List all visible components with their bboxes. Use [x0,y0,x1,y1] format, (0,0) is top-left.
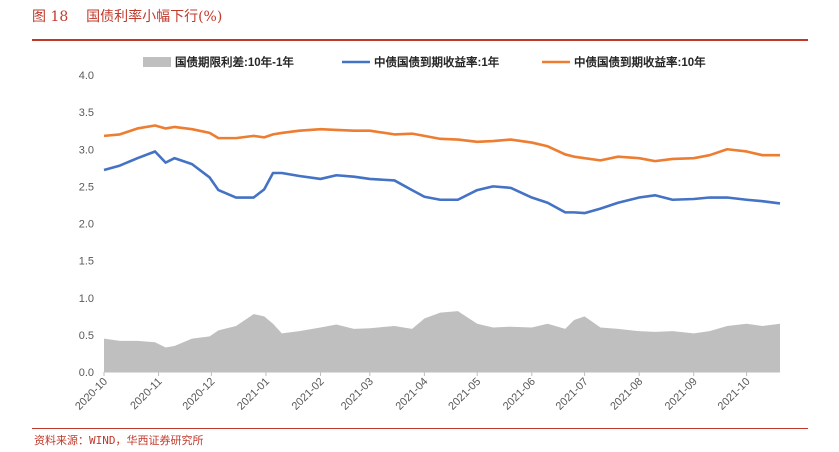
x-tick-label: 2020-10 [73,376,110,413]
series-line-1y [103,150,781,215]
series-area-spread [104,311,780,372]
title-rule [32,39,808,41]
x-tick-label: 2021-05 [446,376,483,413]
x-tick-label: 2021-01 [235,376,272,413]
x-tick-label: 2021-09 [663,376,700,413]
y-tick-label: 4.0 [79,70,94,82]
x-tick-label: 2021-04 [393,376,430,413]
legend-swatch-spread [143,57,171,67]
source-rule [32,428,808,429]
legend-label: 中债国债到期收益率:1年 [374,55,500,69]
y-tick-label: 0.0 [79,367,94,379]
figure-label: 图 18 [32,9,69,25]
x-tick-label: 2021-03 [339,376,376,413]
x-tick-label: 2021-06 [501,376,538,413]
figure-title-text: 国债利率小幅下行(%) [86,9,223,25]
y-tick-label: 0.5 [79,330,94,342]
y-tick-label: 1.0 [79,293,94,305]
series-line-10y [103,124,780,163]
x-tick-label: 2020-12 [180,376,217,413]
y-tick-label: 3.0 [79,144,94,156]
y-tick-label: 1.5 [79,256,94,268]
legend-label: 国债期限利差:10年-1年 [175,55,294,69]
y-tick-label: 2.5 [79,181,94,193]
x-tick-label: 2021-10 [716,376,753,413]
chart: 0.0 0.5 1.0 1.5 2.0 2.5 3.0 3.5 4.0 2020-10 2020-1… [73,55,781,413]
legend-label: 中债国债到期收益率:10年 [574,55,706,69]
figure-title: 图 18 国债利率小幅下行(%) [32,6,222,26]
y-tick-label: 3.5 [79,107,94,119]
y-tick-label: 2.0 [79,219,94,231]
source-note: 资料来源：WIND，华西证券研究所 [34,434,204,447]
x-tick-label: 2021-07 [554,376,591,413]
x-tick-label: 2021-08 [608,376,645,413]
x-tick-label: 2020-11 [128,376,164,412]
x-tick-label: 2021-02 [290,376,327,413]
